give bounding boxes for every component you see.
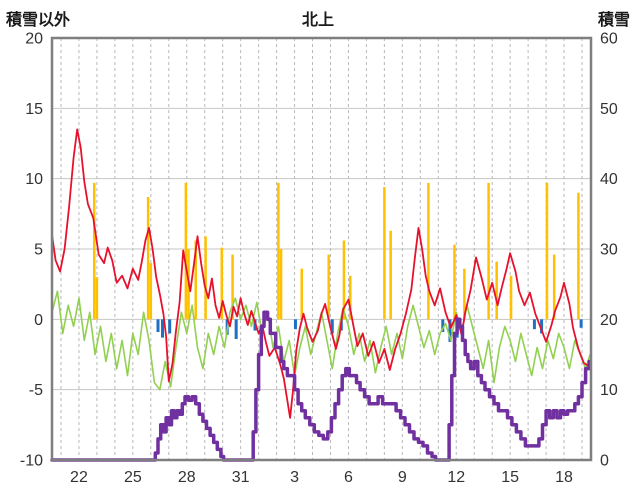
x-tick: 28 — [178, 469, 196, 486]
x-tick: 12 — [447, 469, 465, 486]
y-tick-right: 30 — [600, 242, 618, 259]
left-axis-title: 積雪以外 — [6, 12, 71, 29]
x-tick: 18 — [555, 469, 573, 486]
x-tick: 3 — [290, 469, 299, 486]
x-tick: 15 — [501, 469, 519, 486]
x-tick: 22 — [70, 469, 88, 486]
y-tick-right: 60 — [600, 31, 618, 48]
series-purple-snow-depth — [50, 310, 591, 462]
plot-border — [50, 36, 593, 462]
chart-title: 北上 — [301, 12, 335, 29]
x-tick: 9 — [398, 469, 407, 486]
y-tick-right: 40 — [600, 171, 618, 188]
y-tick-left: -10 — [20, 453, 43, 470]
x-tick: 31 — [232, 469, 250, 486]
y-tick-left: 0 — [34, 312, 43, 329]
y-tick-right: 0 — [600, 453, 609, 470]
y-tick-left: -5 — [29, 382, 43, 399]
x-tick: 25 — [124, 469, 142, 486]
right-axis-title: 積雪 — [597, 12, 630, 29]
series-red-line — [51, 128, 591, 419]
y-tick-left: 10 — [25, 171, 43, 188]
y-tick-right: 50 — [600, 101, 618, 118]
x-tick: 6 — [344, 469, 353, 486]
y-tick-left: 5 — [34, 242, 43, 259]
y-tick-right: 10 — [600, 382, 618, 399]
y-tick-right: 20 — [600, 312, 618, 329]
y-tick-left: 20 — [25, 31, 43, 48]
y-tick-left: 15 — [25, 101, 43, 118]
